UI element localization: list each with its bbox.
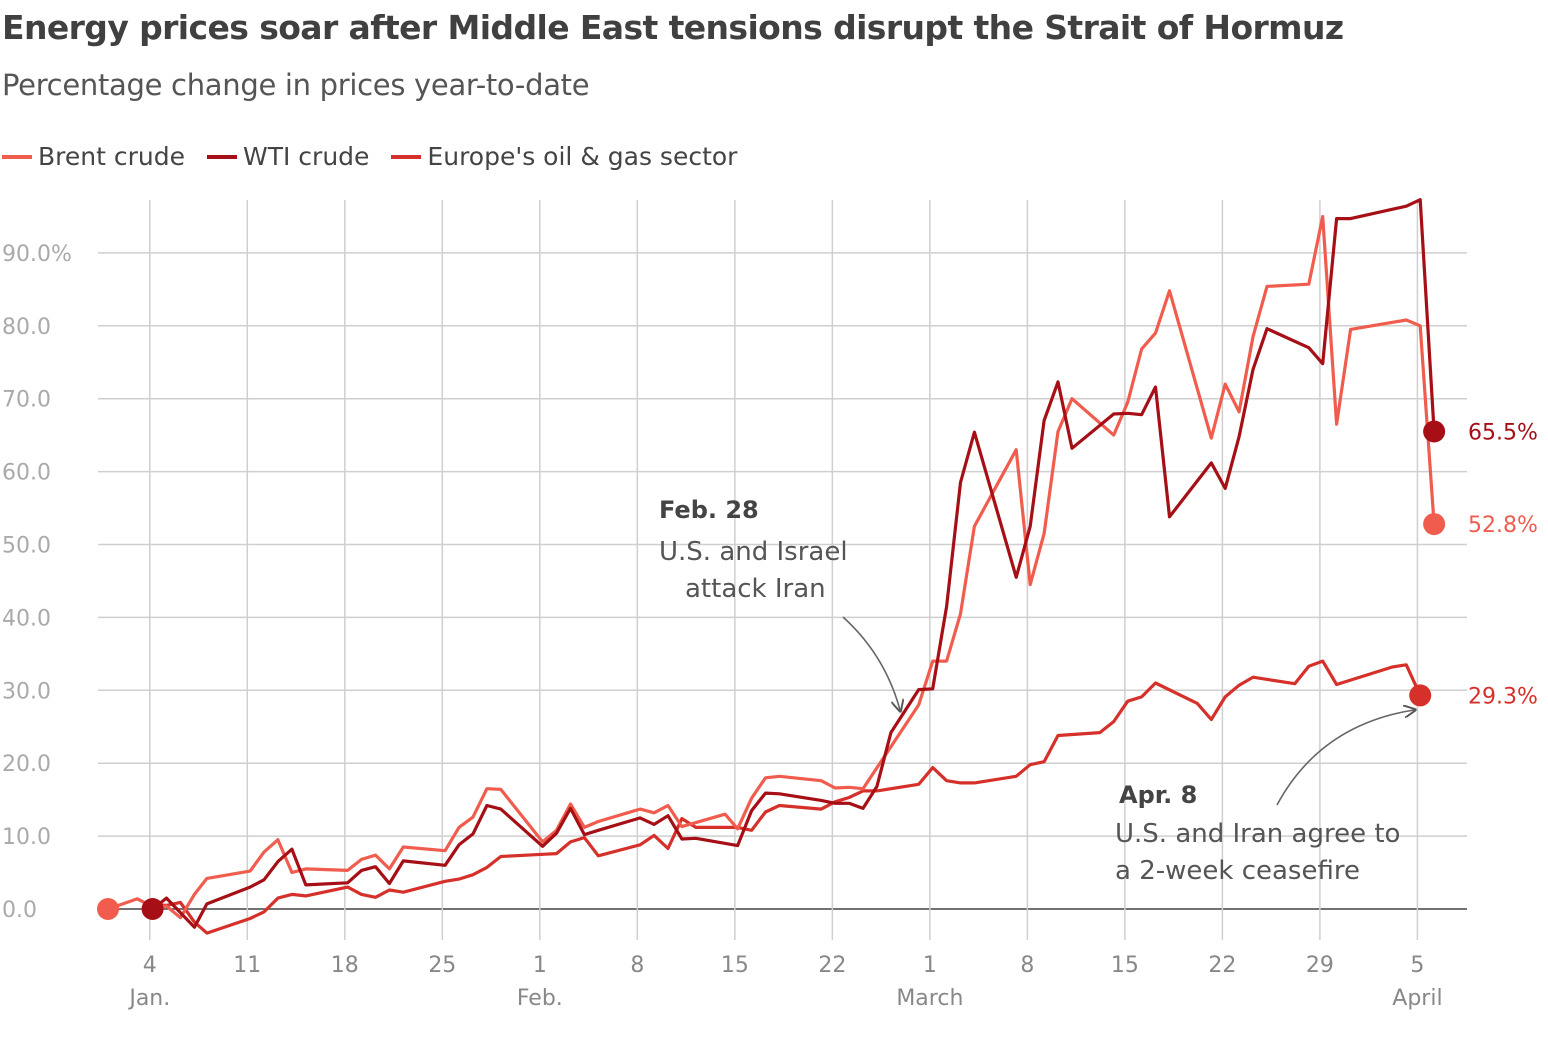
- y-tick-label: 10.0: [2, 825, 51, 850]
- legend: Brent crude WTI crude Europe's oil & gas…: [2, 142, 759, 171]
- y-tick-label: 60.0: [2, 461, 51, 486]
- end-marker: [1423, 420, 1446, 443]
- annotation-feb-28-line-2: attack Iran: [685, 574, 826, 604]
- series-line-europe-s-oil-gas-sector: [151, 659, 1422, 935]
- x-tick-label: 8: [630, 953, 644, 978]
- annotation-feb-28-line-1: U.S. and Israel: [659, 537, 848, 567]
- x-tick-label: 18: [331, 953, 359, 978]
- x-tick-label: 22: [1208, 953, 1236, 978]
- series-markers: 52.8% 65.5% 29.3%: [97, 420, 1538, 920]
- end-marker: [1409, 684, 1432, 707]
- y-tick-label: 70.0: [2, 388, 51, 413]
- annotation-feb-28-arrow: [842, 616, 900, 710]
- y-tick-label: 0.0: [2, 898, 37, 923]
- legend-label-brent: Brent crude: [38, 142, 185, 171]
- x-tick-label: 5: [1410, 953, 1424, 978]
- x-tick-label: 8: [1020, 953, 1034, 978]
- end-label: 29.3%: [1468, 684, 1538, 709]
- annotation-apr-8-arrow: [1276, 710, 1414, 806]
- x-month-label: March: [896, 986, 963, 1011]
- y-tick-label: 30.0: [2, 679, 51, 704]
- x-tick-label: 29: [1306, 953, 1334, 978]
- x-month-label: April: [1392, 986, 1442, 1011]
- y-tick-label: 90.0%: [2, 242, 72, 267]
- chart-subtitle: Percentage change in prices year-to-date: [2, 68, 590, 102]
- annotation-apr-8-date: Apr. 8: [1119, 781, 1197, 809]
- x-month-label: Feb.: [517, 986, 563, 1011]
- start-marker: [97, 898, 119, 920]
- legend-item-brent: Brent crude: [2, 142, 185, 171]
- series-lines: [106, 198, 1436, 935]
- series-line-wti-crude: [151, 198, 1436, 929]
- annotation-feb-28-date: Feb. 28: [659, 496, 759, 524]
- y-tick-label: 80.0: [2, 315, 51, 340]
- y-tick-label: 50.0: [2, 534, 51, 559]
- end-label: 52.8%: [1468, 513, 1538, 538]
- legend-label-wti: WTI crude: [242, 142, 370, 171]
- x-tick-label: 15: [721, 953, 749, 978]
- x-tick-label: 15: [1111, 953, 1139, 978]
- x-tick-label: 22: [818, 953, 846, 978]
- x-tick-label: 1: [533, 953, 547, 978]
- y-tick-label: 20.0: [2, 752, 51, 777]
- end-marker: [1423, 513, 1446, 536]
- annotation-apr-8: Apr. 8 U.S. and Iran agree to a 2-week c…: [1115, 710, 1414, 886]
- legend-swatch-brent: [2, 154, 32, 159]
- y-gridlines: [98, 252, 1467, 910]
- legend-item-wti: WTI crude: [206, 142, 370, 171]
- annotation-feb-28: Feb. 28 U.S. and Israel attack Iran: [659, 496, 900, 710]
- x-month-label: Jan.: [127, 986, 170, 1011]
- y-tick-label: 40.0: [2, 606, 51, 631]
- legend-swatch-europe: [391, 154, 422, 159]
- x-tick-label: 4: [143, 953, 157, 978]
- chart-title: Energy prices soar after Middle East ten…: [2, 8, 1344, 47]
- annotation-apr-8-line-2: a 2-week ceasefire: [1115, 856, 1360, 886]
- legend-swatch-wti: [206, 154, 237, 159]
- x-axis-labels: 4 Jan. 11 18 25 1 Feb. 8 15 22 1 March 8 15 22 29 5 April: [127, 953, 1442, 1011]
- series-line-brent-crude: [106, 214, 1436, 920]
- start-marker: [141, 898, 164, 920]
- end-label: 65.5%: [1468, 421, 1538, 446]
- x-tick-label: 1: [923, 953, 937, 978]
- legend-item-europe: Europe's oil & gas sector: [391, 142, 737, 171]
- x-gridlines: [149, 200, 1419, 940]
- x-tick-label: 25: [428, 953, 456, 978]
- y-axis-labels: 0.0 10.0 20.0 30.0 40.0 50.0 60.0 70.0 80.0 90.0%: [2, 242, 72, 923]
- legend-label-europe: Europe's oil & gas sector: [427, 142, 738, 171]
- x-tick-label: 11: [233, 953, 261, 978]
- annotation-apr-8-line-1: U.S. and Iran agree to: [1115, 819, 1400, 849]
